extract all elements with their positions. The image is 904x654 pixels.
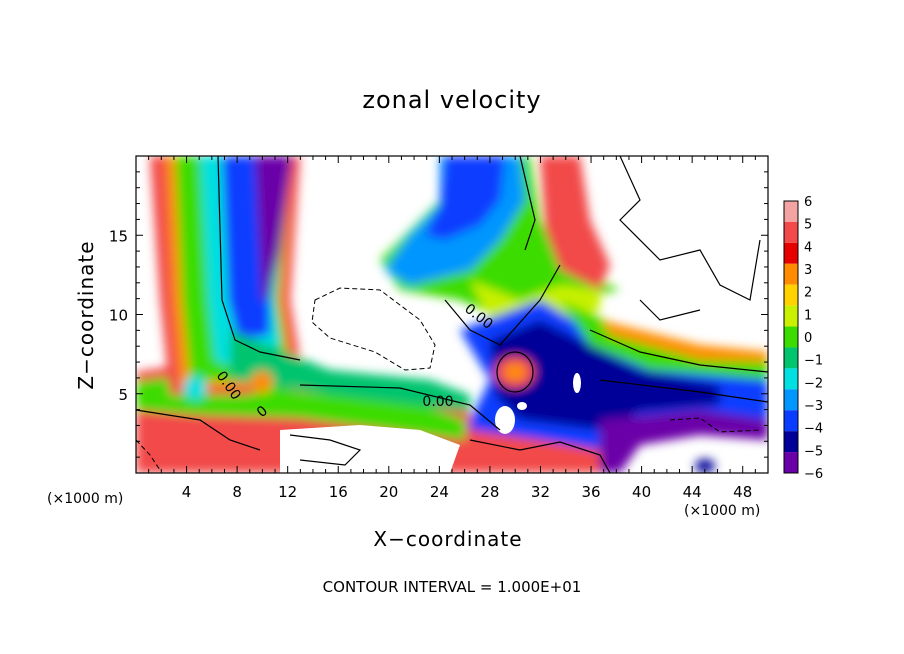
x-axis-label: X−coordinate	[373, 527, 523, 551]
colorbar-tick-label: −2	[804, 376, 823, 391]
heatmap-field	[136, 156, 768, 473]
y-axis-ticks: 5 10 15	[109, 171, 768, 458]
colorbar-swatch	[784, 347, 798, 369]
x-tick-label: 32	[531, 483, 550, 501]
colorbar-swatch	[784, 263, 798, 285]
x-tick-label: 36	[581, 483, 600, 501]
colorbar-swatch	[784, 201, 798, 222]
colorbar-tick-label: −4	[804, 422, 823, 437]
colorbar-swatch	[784, 368, 798, 390]
x-tick-label: 24	[430, 483, 449, 501]
x-tick-label: 16	[329, 483, 348, 501]
colorbar-tick-label: −1	[804, 354, 823, 369]
y-tick-label: 10	[109, 307, 128, 325]
colorbar-tick-label: −6	[804, 467, 823, 482]
colorbar-swatch	[784, 326, 798, 348]
colorbar-swatch	[784, 389, 798, 411]
colorbar-tick-label: −3	[804, 399, 823, 414]
colorbar-tick-label: 1	[804, 308, 812, 323]
y-tick-label: 15	[109, 227, 128, 245]
x-tick-label: 48	[733, 483, 752, 501]
x-tick-label: 8	[232, 483, 242, 501]
colorbar-tick-label: 2	[804, 286, 812, 301]
colorbar-swatch	[784, 242, 798, 264]
x-tick-label: 4	[182, 483, 192, 501]
x-tick-label: 44	[683, 483, 702, 501]
colorbar-swatch	[784, 410, 798, 432]
x-axis-ticks: 4 8 12 16 20 24 28 32 36 40 44 48	[148, 156, 756, 501]
colorbar-tick-label: −5	[804, 444, 823, 459]
colorbar-tick-label: 4	[804, 240, 812, 255]
colorbar-tick-label: 6	[804, 195, 812, 210]
colorbar: 6 5 4 3 2 1 0 −1 −2 −3 −4 −5 −6	[783, 195, 823, 482]
x-tick-label: 12	[278, 483, 297, 501]
colorbar-swatch	[784, 305, 798, 327]
colorbar-swatch	[784, 284, 798, 306]
x-tick-label: 28	[480, 483, 499, 501]
y-tick-label: 5	[118, 386, 128, 404]
colorbar-tick-label: 3	[804, 263, 812, 278]
x-unit-label-right: (×1000 m)	[684, 503, 761, 519]
colorbar-tick-label: 0	[804, 331, 812, 346]
colorbar-swatch	[784, 431, 798, 453]
x-unit-label-left: (×1000 m)	[47, 491, 124, 507]
colorbar-swatch	[784, 452, 798, 473]
contour-interval-note: CONTOUR INTERVAL = 1.000E+01	[322, 578, 582, 596]
chart-title: zonal velocity	[362, 86, 542, 114]
x-tick-label: 20	[379, 483, 398, 501]
colorbar-tick-label: 5	[804, 218, 812, 233]
colorbar-frame	[783, 200, 799, 474]
x-tick-label: 40	[632, 483, 651, 501]
colorbar-swatch	[784, 221, 798, 243]
contour-label: 0.00	[422, 394, 453, 410]
